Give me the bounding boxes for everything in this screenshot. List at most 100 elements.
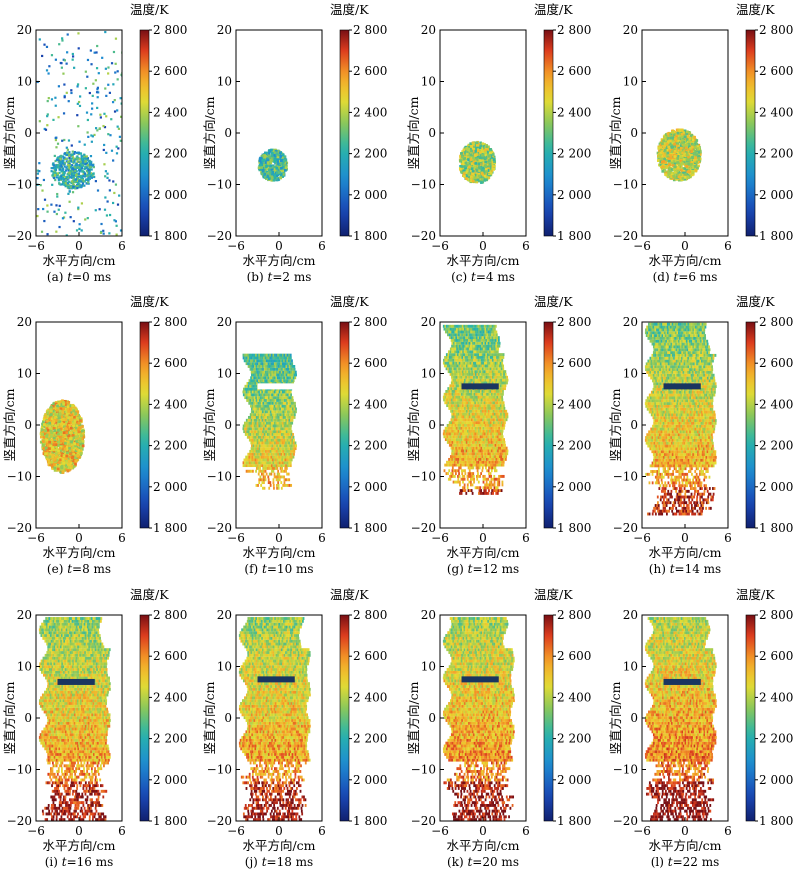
temperature-cell: [57, 437, 61, 441]
temperature-cell: [73, 406, 77, 410]
temperature-cell: [676, 159, 680, 162]
temperature-cell: [68, 180, 71, 184]
temperature-cell: [280, 166, 283, 170]
temperature-cell: [661, 142, 664, 146]
temperature-cell: [271, 171, 275, 174]
temperature-cell: [56, 142, 60, 145]
temperature-cell: [676, 169, 680, 173]
temperature-cell: [493, 160, 496, 163]
temperature-cell: [102, 124, 105, 128]
temperature-cell: [477, 158, 481, 162]
temperature-cell: [113, 219, 116, 222]
x-tick-label: 0: [681, 239, 689, 253]
temperature-cell: [672, 176, 676, 180]
temperature-cell: [487, 145, 490, 149]
temperature-cell: [679, 153, 683, 157]
temperature-cell: [484, 153, 488, 157]
temperature-cell: [465, 147, 469, 150]
temperature-cell: [63, 94, 66, 98]
temperature-cell: [675, 134, 678, 138]
temperature-cell: [65, 176, 69, 179]
temperature-cell: [64, 399, 67, 403]
temperature-cell: [682, 171, 685, 175]
temperature-cell: [81, 176, 84, 179]
temperature-cell: [71, 150, 74, 153]
colorbar-title: 温度/K: [330, 2, 369, 17]
temperature-cell: [112, 159, 115, 162]
temperature-cell: [75, 420, 79, 424]
temperature-cell: [76, 410, 80, 413]
temperature-cell: [477, 149, 480, 153]
temperature-cell: [270, 178, 274, 182]
temperature-cell: [470, 163, 473, 167]
temperature-cell: [113, 98, 116, 102]
temperature-cell: [77, 125, 80, 128]
temperature-cell: [273, 168, 277, 171]
temperature-cell: [62, 181, 65, 184]
temperature-cell: [87, 172, 91, 175]
temperature-cell: [662, 160, 665, 163]
temperature-cell: [477, 170, 481, 174]
temperature-cell: [62, 174, 65, 178]
temperature-cell: [119, 97, 122, 100]
temperature-cell: [61, 217, 65, 220]
temperature-cell: [484, 164, 487, 167]
temperature-cell: [76, 185, 79, 188]
temperature-cell: [103, 208, 107, 211]
temperature-cell: [696, 166, 699, 170]
temperature-cell: [56, 195, 59, 198]
temperature-cell: [68, 450, 72, 453]
temperature-cell: [110, 62, 114, 65]
temperature-cell: [263, 172, 267, 176]
x-tick-label: 0: [479, 239, 487, 253]
temperature-cell: [488, 162, 492, 166]
plot-frame: [235, 29, 323, 237]
temperature-cell: [60, 174, 63, 177]
temperature-cell: [71, 55, 75, 58]
temperature-cell: [103, 163, 106, 166]
temperature-cell: [100, 222, 103, 226]
temperature-cell: [72, 157, 75, 160]
temperature-cell: [86, 58, 90, 62]
temperature-cell: [80, 202, 84, 205]
temperature-cell: [65, 146, 68, 149]
temperature-cell: [682, 168, 686, 172]
temperature-cell: [687, 152, 691, 156]
temperature-cell: [79, 152, 83, 155]
y-tick-label: 0: [630, 126, 638, 140]
temperature-cell: [60, 176, 63, 180]
temperature-cell: [490, 170, 493, 173]
temperature-cell: [104, 67, 107, 70]
temperature-cell: [695, 153, 699, 156]
temperature-cell: [96, 86, 99, 89]
temperature-cell: [469, 158, 473, 161]
temperature-cell: [83, 155, 86, 158]
temperature-cell: [676, 161, 680, 164]
temperature-cell: [64, 157, 67, 160]
temperature-cell: [61, 409, 65, 412]
temperature-cell: [669, 156, 673, 160]
temperature-cell: [472, 147, 476, 151]
temperature-cell: [483, 149, 487, 152]
temperature-cell: [90, 113, 93, 116]
temperature-cell: [461, 166, 465, 170]
temperature-cell: [678, 163, 681, 167]
temperature-cell: [108, 91, 112, 94]
temperature-cell: [483, 146, 486, 150]
temperature-cell: [692, 152, 696, 156]
temperature-cell: [274, 161, 277, 165]
temperature-cell: [270, 158, 273, 162]
temperature-cell: [86, 181, 89, 184]
temperature-cell: [48, 65, 51, 68]
temperature-cell: [686, 134, 690, 138]
temperature-cell: [108, 189, 111, 192]
temperature-cell: [66, 402, 70, 406]
temperature-cell: [68, 151, 71, 154]
temperature-cell: [57, 208, 60, 211]
temperature-cell: [278, 156, 282, 160]
temperature-cell: [71, 408, 75, 411]
temperature-cell: [78, 227, 81, 231]
temperature-cell: [69, 216, 72, 219]
temperature-cell: [77, 151, 80, 154]
temperature-cell: [691, 171, 694, 175]
